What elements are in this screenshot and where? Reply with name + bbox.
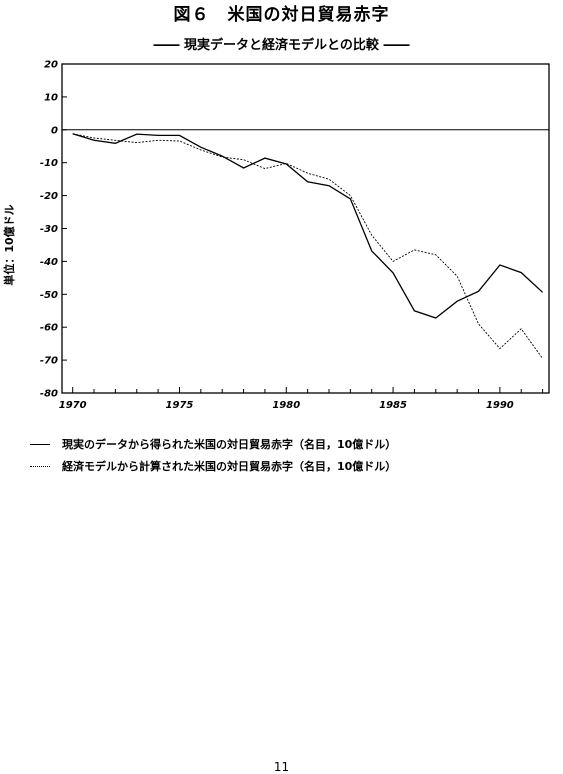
y-tick-label: -80 <box>40 389 58 400</box>
x-tick-label: 1985 <box>379 400 407 411</box>
legend-label-model: 経済モデルから計算された米国の対日貿易赤字（名目，10億ドル） <box>62 460 397 473</box>
legend-item-model: 経済モデルから計算された米国の対日貿易赤字（名目，10億ドル） <box>30 458 396 474</box>
plot-frame <box>61 63 550 394</box>
y-tick-label: -20 <box>40 191 58 202</box>
series-group <box>72 133 544 359</box>
y-tick-label: -10 <box>40 158 58 169</box>
y-tick-label: -30 <box>40 224 58 235</box>
legend-label-actual: 現実のデータから得られた米国の対日貿易赤字（名目，10億ドル） <box>62 438 397 451</box>
series-line-actual <box>72 133 544 319</box>
y-tick-label: -70 <box>40 356 58 367</box>
legend-item-actual: 現実のデータから得られた米国の対日貿易赤字（名目，10億ドル） <box>30 436 396 452</box>
y-tick-label: 20 <box>44 60 58 71</box>
y-tick-label: -50 <box>40 290 58 301</box>
x-tick-label: 1990 <box>486 400 514 411</box>
series-line-model <box>72 133 543 359</box>
legend-swatch-solid <box>30 443 50 445</box>
x-tick-label: 1975 <box>166 400 194 411</box>
y-tick-label: -60 <box>40 323 58 334</box>
x-tick-label: 1970 <box>59 400 87 411</box>
chart-subtitle: ―― 現実データと経済モデルとの比較 ―― <box>153 38 410 53</box>
legend-swatch-dotted <box>30 465 50 467</box>
y-axis: 20 10 0 -10 -20 -30 -40 -50 -60 -70 -80 <box>40 60 67 400</box>
y-axis-label: 単位：10億ドル <box>3 204 16 286</box>
chart-title: 図６ 米国の対日貿易赤字 <box>173 5 390 25</box>
y-tick-label: -40 <box>40 257 58 268</box>
y-tick-label: 10 <box>44 92 58 103</box>
y-tick-label: 0 <box>51 125 58 136</box>
x-axis: 1970 1975 1980 1985 1990 <box>59 387 544 411</box>
page-number: 11 <box>273 760 290 774</box>
x-tick-label: 1980 <box>272 400 300 411</box>
